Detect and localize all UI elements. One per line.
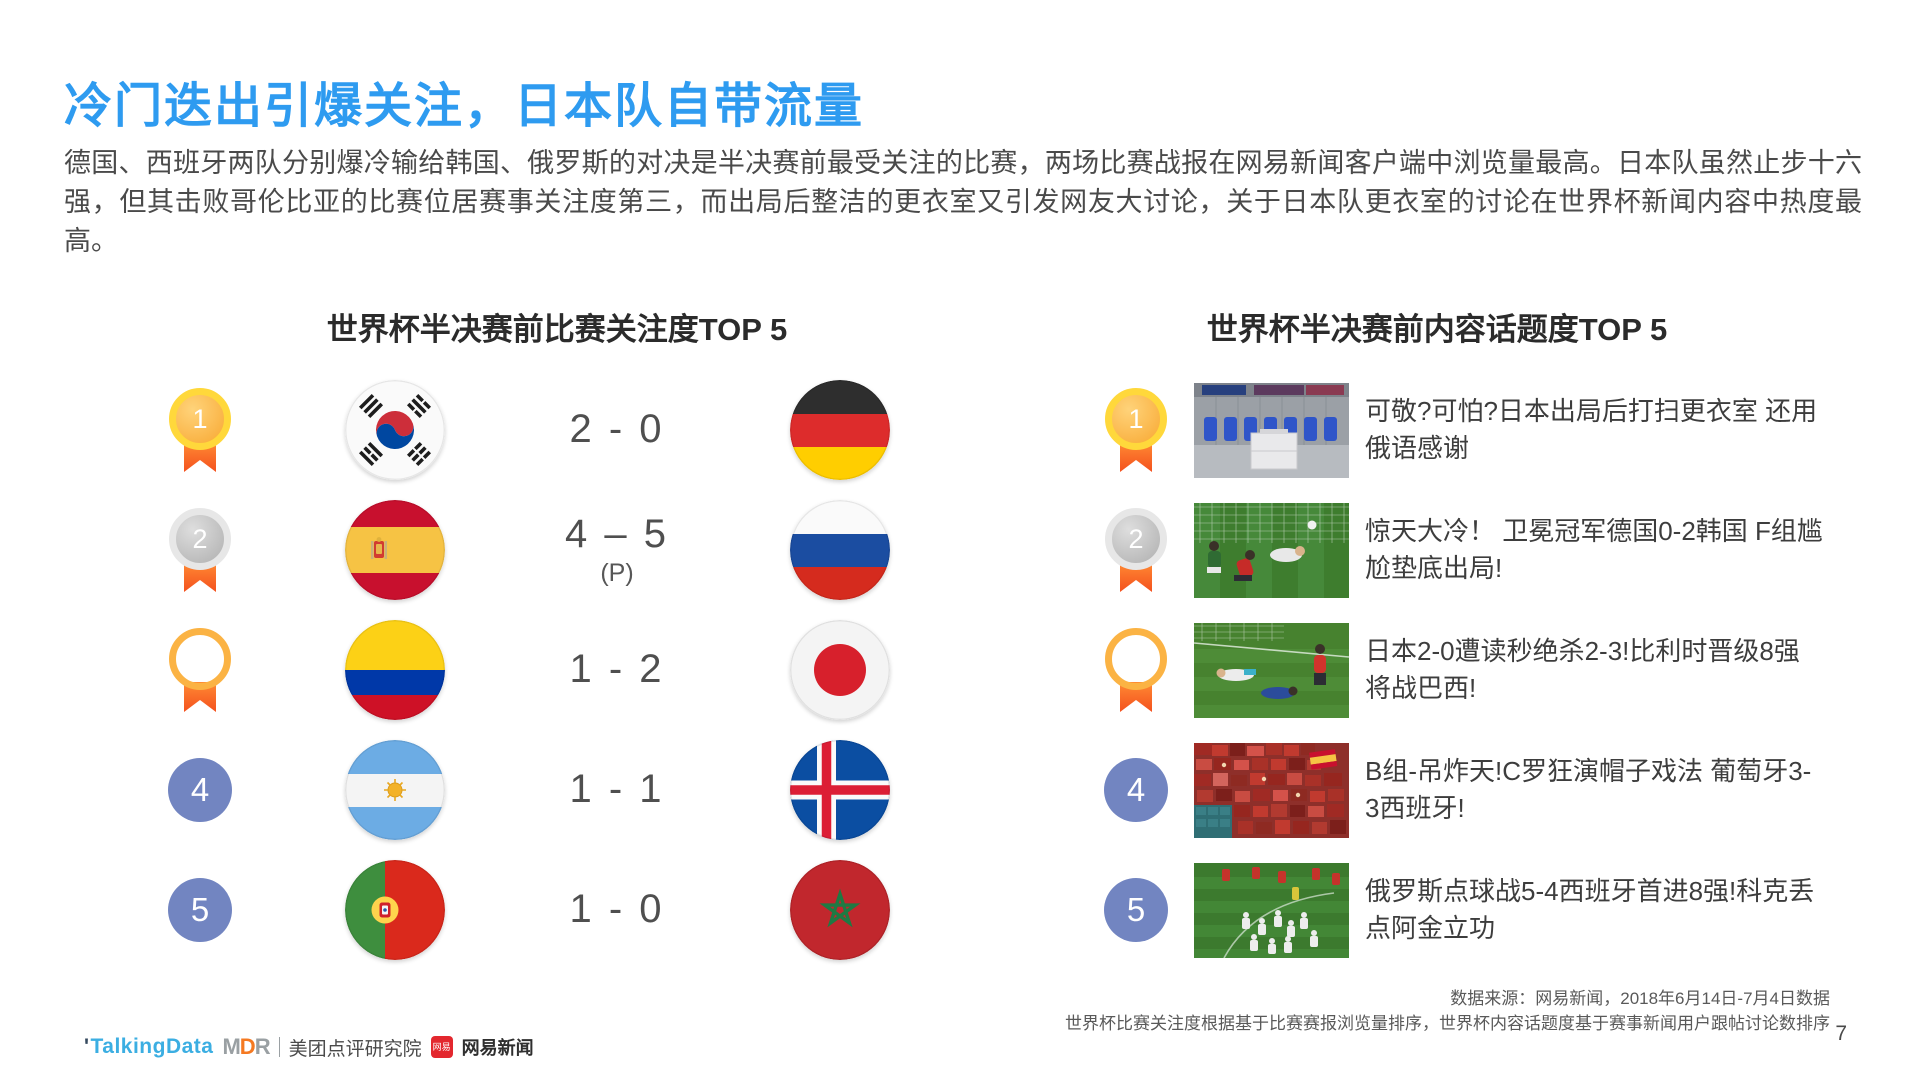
article-headline: 俄罗斯点球战5-4西班牙首进8强!科克丢点阿金立功 [1365,876,1815,943]
rank-number: 3 [192,643,208,674]
match-score: 2 - 0 [569,406,665,451]
list-item: 5 俄罗斯点球战5-4西班牙首进8强!科克丢点阿金立功 [1080,850,1823,970]
list-item: 4 B组-吊炸天!C罗狂演帽子戏法 葡萄牙3-3西班牙! [1080,730,1823,850]
source-line-2: 世界杯比赛关注度根据基于比赛赛报浏览量排序，世界杯内容话题度基于赛事新闻用户跟帖… [1065,1014,1830,1033]
rank-number: 4 [1126,771,1146,808]
portugal-spain-fans-photo [1194,742,1349,838]
rank-number: 5 [1126,891,1146,928]
portugal-flag-icon [345,860,445,960]
germany-flag-icon [790,380,890,480]
japan-belgium-match-photo [1194,622,1349,718]
data-source-note: 数据来源：网易新闻，2018年6月14日-7月4日数据 世界杯比赛关注度根据基于… [1065,986,1830,1036]
page-title: 冷门迭出引爆关注，日本队自带流量 [64,80,865,133]
spain-flag-icon [345,500,445,600]
japan-locker-room-photo [1194,382,1349,478]
score-note: (P) [600,559,634,587]
intro-paragraph: 德国、西班牙两队分别爆冷输给韩国、俄罗斯的对决是半决赛前最受关注的比赛，两场比赛… [64,148,1862,256]
morocco-flag-icon [790,860,890,960]
list-item: 3 日本2-0遭读秒绝杀2-3!比利时晋级8强将战巴西! [1080,610,1823,730]
rank-badge: 5 [1104,878,1168,942]
rank-number: 1 [192,403,208,434]
table-row: 2 4 – 5 (P) [120,490,956,610]
match-score: 1 - 0 [569,886,665,931]
rank-badge: 4 [168,758,232,822]
gold-medal-icon: 1 [169,388,231,472]
right-ranking-header: 世界杯半决赛前内容话题度TOP 5 [1206,312,1668,347]
table-row: 5 1 - 0 [120,850,956,970]
footer-logos: TalkingData MDR 美团点评研究院 网易 网易新闻 [84,1032,534,1062]
japan-flag-icon [790,620,890,720]
table-row: 4 1 - 1 [120,730,956,850]
talkingdata-logo: TalkingData [84,1035,213,1059]
south-korea-flag-icon [345,380,445,480]
rank-badge: 5 [168,878,232,942]
rank-number: 5 [190,891,210,928]
bronze-medal-icon: 3 [1105,628,1167,712]
rank-number: 4 [190,771,210,808]
source-line-1: 数据来源：网易新闻，2018年6月14日-7月4日数据 [1450,989,1830,1008]
gold-medal-icon: 1 [1105,388,1167,472]
page-number: 7 [1835,1022,1847,1045]
colombia-flag-icon [345,620,445,720]
rank-number: 3 [1128,643,1144,674]
article-headline: 惊天大冷！ 卫冕冠军德国0-2韩国 F组尴尬垫底出局! [1365,516,1823,583]
rank-number: 2 [192,523,208,554]
netease-badge-icon: 网易 [430,1036,453,1058]
russia-flag-icon [790,500,890,600]
russia-celebration-photo [1194,862,1349,958]
article-headline: B组-吊炸天!C罗狂演帽子戏法 葡萄牙3-3西班牙! [1365,756,1812,823]
meituan-dianping-institute-logo: 美团点评研究院 [288,1038,422,1060]
list-item: 1 可敬?可怕?日本出局后打扫更衣室 还用俄语感谢 [1080,370,1823,490]
rank-badge: 4 [1104,758,1168,822]
left-ranking-header: 世界杯半决赛前比赛关注度TOP 5 [326,312,788,347]
match-attention-ranking: 1 2 - 0 [120,370,956,970]
silver-medal-icon: 2 [169,508,231,592]
argentina-flag-icon [345,740,445,840]
iceland-flag-icon [790,740,890,840]
match-score: 1 - 2 [569,646,665,691]
match-score: 1 - 1 [569,766,665,811]
content-topic-ranking: 1 可敬?可怕?日本出局后打扫更衣室 还用俄语感谢 2 [1080,370,1823,970]
list-item: 2 惊天大冷！ 卫冕冠军德国0-2韩国 F组尴尬垫底出局! [1080,490,1823,610]
bronze-medal-icon: 3 [169,628,231,712]
table-row: 1 2 - 0 [120,370,956,490]
silver-medal-icon: 2 [1105,508,1167,592]
match-score: 4 – 5 [565,512,669,556]
logo-divider [278,1037,280,1057]
mdr-logo: MDR [222,1034,270,1059]
netease-news-logo: 网易新闻 [461,1038,534,1058]
rank-number: 1 [1128,403,1144,434]
germany-korea-goal-photo [1194,502,1349,598]
rank-number: 2 [1128,523,1144,554]
article-headline: 可敬?可怕?日本出局后打扫更衣室 还用俄语感谢 [1365,396,1818,463]
table-row: 3 1 - 2 [120,610,956,730]
article-headline: 日本2-0遭读秒绝杀2-3!比利时晋级8强将战巴西! [1365,636,1800,703]
